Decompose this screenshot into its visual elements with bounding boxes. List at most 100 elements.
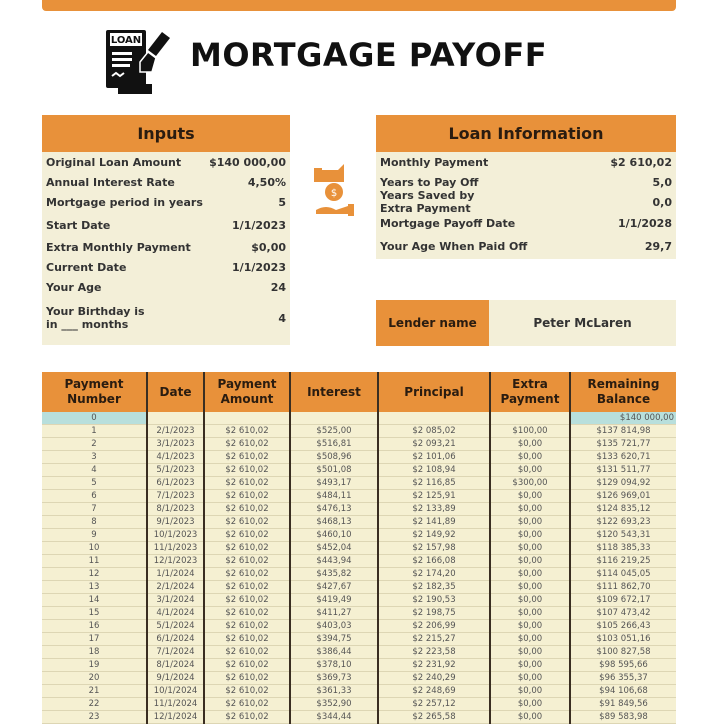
inputs-value[interactable]: $0,00 [251, 240, 286, 254]
table-cell: 10/1/2024 [146, 684, 204, 698]
table-cell: 1 [42, 424, 147, 438]
inputs-label: Mortgage period in years [46, 196, 203, 209]
table-cell: $2 231,92 [377, 658, 490, 672]
table-cell: $2 610,02 [203, 606, 290, 620]
table-cell: $460,10 [289, 528, 378, 542]
table-cell: 6/1/2024 [146, 632, 204, 646]
inputs-value[interactable]: 24 [270, 281, 286, 294]
inputs-row: Your Age 24 [42, 277, 290, 298]
table-cell: $2 610,02 [203, 476, 290, 490]
table-cell: 7/1/2023 [146, 489, 204, 503]
table-cell: $2 166,08 [377, 554, 490, 568]
loan_info-row: Mortgage Payoff Date 1/1/2028 [376, 212, 676, 234]
table-cell: $2 116,85 [377, 476, 490, 490]
table-cell: $103 051,16 [569, 632, 676, 646]
loan_info-row: Years Saved by Extra Payment 0,0 [376, 189, 676, 215]
loan_info-value[interactable]: 0,0 [652, 195, 673, 209]
column-header: Extra Payment [489, 372, 570, 412]
table-cell: $2 248,69 [377, 684, 490, 698]
inputs-value[interactable]: 1/1/2023 [232, 218, 286, 232]
loan-information-panel: Loan Information Monthly Payment $2 610,0… [376, 115, 676, 259]
loan_info-value[interactable]: 5,0 [652, 175, 673, 189]
table-cell: $91 849,56 [569, 697, 676, 711]
table-row: 1 2/1/2023 $2 610,02 $525,00 $2 085,02 $100,0… [42, 424, 676, 438]
table-cell: $2 223,58 [377, 645, 490, 659]
table-cell [377, 412, 490, 425]
column-header: Principal [377, 372, 490, 412]
table-cell: $484,11 [289, 489, 378, 503]
table-cell: $352,90 [289, 697, 378, 711]
table-row: 9 10/1/2023 $2 610,02 $460,10 $2 149,92 $0,00… [42, 528, 676, 542]
table-cell: 11/1/2023 [146, 541, 204, 555]
table-cell: 12/1/2023 [146, 554, 204, 568]
table-cell: $411,27 [289, 606, 378, 620]
table-cell: $0,00 [489, 710, 570, 724]
loan_info-row: Your Age When Paid Off 29,7 [376, 234, 676, 258]
table-cell: $2 610,02 [203, 528, 290, 542]
loan_info-row: Years to Pay Off 5,0 [376, 172, 676, 192]
inputs-label: Your Age [46, 281, 102, 294]
table-cell: 6/1/2023 [146, 476, 204, 490]
table-cell: 21 [42, 684, 147, 698]
table-cell: $508,96 [289, 450, 378, 464]
lender-name-value[interactable]: Peter McLaren [533, 316, 632, 330]
table-cell: 14 [42, 593, 147, 607]
amortization-table: Payment Number Date Payment Amount Interest… [42, 372, 676, 724]
table-cell: 0 [42, 412, 147, 425]
table-row: 5 6/1/2023 $2 610,02 $493,17 $2 116,85 $300,0… [42, 476, 676, 490]
table-cell: $0,00 [489, 593, 570, 607]
table-cell: 17 [42, 632, 147, 646]
column-header: Date [146, 372, 204, 412]
table-cell: $114 045,05 [569, 567, 676, 581]
loan_info-label: Mortgage Payoff Date [380, 216, 516, 230]
table-cell: $2 198,75 [377, 606, 490, 620]
inputs-value[interactable]: 1/1/2023 [232, 260, 286, 274]
table-cell: $2 610,02 [203, 632, 290, 646]
table-cell: $2 108,94 [377, 463, 490, 477]
table-cell: $0,00 [489, 489, 570, 503]
loan_info-row: Monthly Payment $2 610,02 [376, 152, 676, 172]
table-cell: $100 827,58 [569, 645, 676, 659]
loan_info-value[interactable]: 1/1/2028 [618, 216, 672, 230]
table-cell: 6 [42, 489, 147, 503]
inputs-value[interactable]: 5 [278, 196, 286, 209]
table-cell: $2 610,02 [203, 541, 290, 555]
table-cell: $2 610,02 [203, 671, 290, 685]
table-cell: $2 240,29 [377, 671, 490, 685]
table-cell: $2 149,92 [377, 528, 490, 542]
table-cell: 2 [42, 437, 147, 451]
table-cell: $107 473,42 [569, 606, 676, 620]
table-cell: $2 610,02 [203, 658, 290, 672]
table-cell: $427,67 [289, 580, 378, 594]
table-cell: 9/1/2023 [146, 515, 204, 529]
table-cell: $0,00 [489, 502, 570, 516]
table-cell: $476,13 [289, 502, 378, 516]
inputs-label: Annual Interest Rate [46, 175, 175, 189]
table-cell: 3 [42, 450, 147, 464]
inputs-value[interactable]: 4,50% [247, 175, 286, 189]
table-cell: $2 610,02 [203, 450, 290, 464]
table-cell: $118 385,33 [569, 541, 676, 555]
table-cell: $120 543,31 [569, 528, 676, 542]
table-cell: 23 [42, 710, 147, 724]
table-cell: 2/1/2024 [146, 580, 204, 594]
loan_info-value[interactable]: 29,7 [644, 239, 672, 253]
table-row: 3 4/1/2023 $2 610,02 $508,96 $2 101,06 $0,00 $… [42, 450, 676, 464]
table-cell: $0,00 [489, 671, 570, 685]
inputs-value[interactable]: 4 [278, 311, 286, 325]
table-cell: 11/1/2024 [146, 697, 204, 711]
table-row: 16 5/1/2024 $2 610,02 $403,03 $2 206,99 $0,00… [42, 619, 676, 633]
table-cell: $493,17 [289, 476, 378, 490]
inputs-panel: Inputs Original Loan Amount $140 000,00 An… [42, 115, 290, 345]
table-cell: $0,00 [489, 684, 570, 698]
table-cell: $378,10 [289, 658, 378, 672]
table-row: 11 12/1/2023 $2 610,02 $443,94 $2 166,08 $0,0… [42, 554, 676, 568]
loan-document-pen-icon: LOAN [106, 30, 170, 94]
table-row: 0 $140 000,00 [42, 412, 676, 425]
table-cell: $369,73 [289, 671, 378, 685]
loan_info-value[interactable]: $2 610,02 [610, 155, 672, 169]
inputs-value[interactable]: $140 000,00 [209, 155, 286, 169]
table-cell: $0,00 [489, 567, 570, 581]
loan_info-label: Years to Pay Off [380, 175, 479, 189]
table-cell: $2 610,02 [203, 593, 290, 607]
